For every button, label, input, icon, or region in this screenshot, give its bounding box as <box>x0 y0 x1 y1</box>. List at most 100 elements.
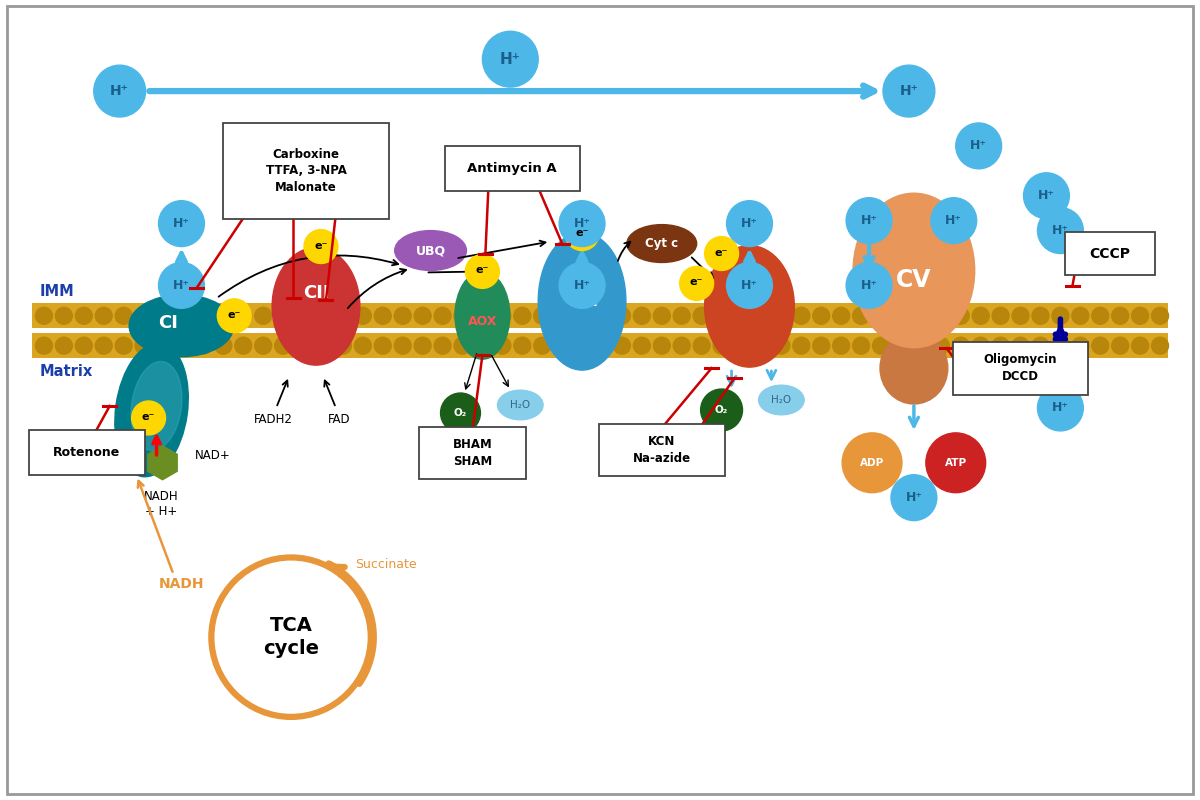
FancyBboxPatch shape <box>444 146 580 191</box>
Circle shape <box>574 307 590 324</box>
Text: H₂O: H₂O <box>510 400 530 410</box>
Circle shape <box>1032 307 1049 324</box>
Circle shape <box>314 307 331 324</box>
Text: CIV: CIV <box>733 291 767 310</box>
Circle shape <box>613 307 630 324</box>
Ellipse shape <box>704 246 794 367</box>
Circle shape <box>733 338 750 354</box>
Ellipse shape <box>539 233 626 370</box>
Circle shape <box>972 338 989 354</box>
Circle shape <box>217 299 251 333</box>
Text: UBQ: UBQ <box>415 244 445 257</box>
Circle shape <box>158 262 204 308</box>
Circle shape <box>912 338 929 354</box>
Text: BHAM
SHAM: BHAM SHAM <box>452 438 492 467</box>
Circle shape <box>833 307 850 324</box>
Circle shape <box>454 307 470 324</box>
Circle shape <box>374 338 391 354</box>
Circle shape <box>553 307 571 324</box>
Text: H⁺: H⁺ <box>860 214 877 227</box>
Text: H⁺: H⁺ <box>1052 402 1069 414</box>
Circle shape <box>1132 338 1148 354</box>
Text: CI: CI <box>158 314 179 332</box>
Circle shape <box>115 307 132 324</box>
Text: H⁺: H⁺ <box>946 214 962 227</box>
Text: H⁺: H⁺ <box>574 217 590 230</box>
Circle shape <box>912 307 929 324</box>
Text: H⁺: H⁺ <box>1038 190 1055 202</box>
FancyBboxPatch shape <box>599 424 725 476</box>
Text: CIII: CIII <box>565 292 599 310</box>
Text: CCCP: CCCP <box>1090 246 1130 261</box>
Text: O₂: O₂ <box>454 408 467 418</box>
Circle shape <box>853 338 870 354</box>
Circle shape <box>55 338 72 354</box>
Circle shape <box>494 307 511 324</box>
Circle shape <box>653 338 671 354</box>
Circle shape <box>694 338 710 354</box>
Circle shape <box>534 307 551 324</box>
Circle shape <box>254 338 271 354</box>
Circle shape <box>955 123 1002 169</box>
FancyBboxPatch shape <box>32 303 1168 328</box>
Circle shape <box>94 65 145 117</box>
Circle shape <box>594 338 611 354</box>
Circle shape <box>215 338 232 354</box>
Text: O₂: O₂ <box>715 405 728 415</box>
Text: e⁻: e⁻ <box>690 278 703 287</box>
Text: FAD: FAD <box>328 413 350 426</box>
Circle shape <box>304 230 338 263</box>
Circle shape <box>395 338 412 354</box>
Circle shape <box>883 65 935 117</box>
Ellipse shape <box>395 230 467 270</box>
Circle shape <box>752 307 770 324</box>
Circle shape <box>853 307 870 324</box>
Circle shape <box>752 338 770 354</box>
Circle shape <box>1072 338 1088 354</box>
Circle shape <box>953 338 970 354</box>
Circle shape <box>514 307 530 324</box>
Ellipse shape <box>758 385 804 415</box>
Circle shape <box>559 262 605 308</box>
Circle shape <box>653 307 671 324</box>
Text: KCN
Na-azide: KCN Na-azide <box>632 435 691 465</box>
Ellipse shape <box>455 271 510 359</box>
Circle shape <box>115 338 132 354</box>
Circle shape <box>434 338 451 354</box>
Circle shape <box>559 201 605 246</box>
Text: H⁺: H⁺ <box>173 217 190 230</box>
Circle shape <box>673 338 690 354</box>
Circle shape <box>1038 385 1084 431</box>
Circle shape <box>254 307 271 324</box>
Ellipse shape <box>853 194 974 348</box>
Text: H⁺: H⁺ <box>906 491 923 504</box>
Circle shape <box>793 307 810 324</box>
Text: NADH
+ H+: NADH + H+ <box>144 490 179 518</box>
Circle shape <box>679 266 714 300</box>
Circle shape <box>953 307 970 324</box>
Text: Rotenone: Rotenone <box>53 446 120 459</box>
Text: Cyt c: Cyt c <box>646 237 678 250</box>
Circle shape <box>215 307 232 324</box>
Text: Antimycin A: Antimycin A <box>468 162 557 175</box>
Circle shape <box>335 338 352 354</box>
Circle shape <box>1072 307 1088 324</box>
Text: CV: CV <box>896 269 931 293</box>
Circle shape <box>395 307 412 324</box>
Circle shape <box>574 338 590 354</box>
Text: e⁻: e⁻ <box>314 241 328 250</box>
Circle shape <box>773 307 790 324</box>
Text: NAD+: NAD+ <box>194 450 230 462</box>
Circle shape <box>1024 173 1069 218</box>
Circle shape <box>634 307 650 324</box>
Circle shape <box>76 338 92 354</box>
Circle shape <box>842 433 902 493</box>
Circle shape <box>55 307 72 324</box>
Circle shape <box>1111 338 1129 354</box>
Circle shape <box>534 338 551 354</box>
Circle shape <box>1052 338 1069 354</box>
Circle shape <box>713 338 730 354</box>
Circle shape <box>36 307 53 324</box>
FancyBboxPatch shape <box>223 123 389 218</box>
Text: H⁺: H⁺ <box>740 217 758 230</box>
